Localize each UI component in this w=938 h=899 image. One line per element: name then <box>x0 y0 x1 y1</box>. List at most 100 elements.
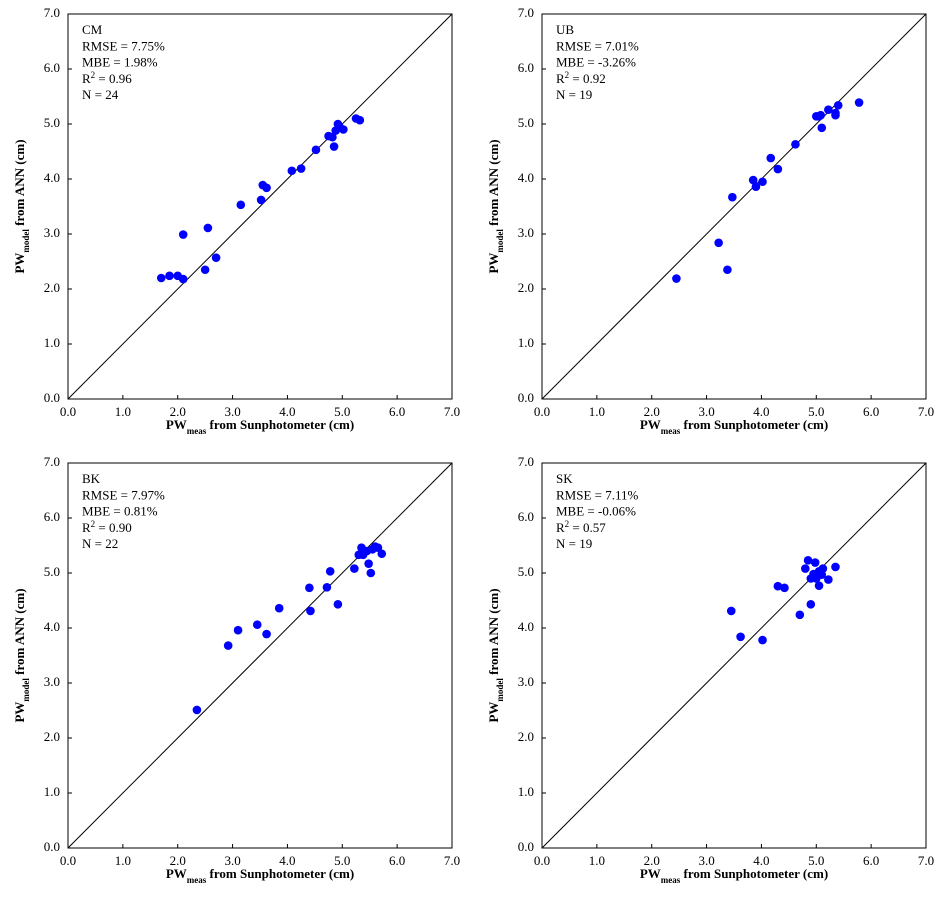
point <box>854 98 864 107</box>
y-axis-label-part: PW <box>486 702 501 723</box>
point <box>306 606 315 616</box>
point <box>672 274 681 283</box>
x-tick-label: 5.0 <box>808 404 824 419</box>
point <box>824 575 833 584</box>
x-axis-label-part: meas <box>187 875 207 885</box>
x-axis-label-part: PW <box>166 417 187 432</box>
y-tick-label: 1.0 <box>518 784 534 799</box>
annotation-part: = 0.90 <box>95 520 132 535</box>
annotation-part: = 0.57 <box>569 520 606 535</box>
annotation: UB <box>556 22 574 37</box>
x-tick-label: 1.0 <box>589 404 605 419</box>
y-tick-label: 0.0 <box>44 839 60 854</box>
x-axis-label-part: from Sunphotometer (cm) <box>680 866 828 881</box>
one-to-one-line <box>541 13 927 400</box>
annotation-part: R <box>556 520 565 535</box>
x-tick-label: 7.0 <box>918 853 934 868</box>
point <box>305 583 314 593</box>
y-tick-label: 2.0 <box>44 280 60 295</box>
y-tick-label: 0.0 <box>518 839 534 854</box>
point <box>178 230 188 239</box>
point <box>824 105 833 114</box>
annotation: RMSE = 7.97% <box>82 487 165 502</box>
y-axis-label-part: PW <box>12 702 27 723</box>
x-tick-label: 2.0 <box>644 404 660 419</box>
y-axis-label-part: from ANN (cm) <box>486 588 501 678</box>
point <box>256 195 266 205</box>
y-axis-label-part: model <box>21 229 31 253</box>
plot-frame <box>541 462 927 849</box>
y-tick-label: 4.0 <box>44 170 60 185</box>
x-tick-label: 3.0 <box>224 404 240 419</box>
x-tick-label: 3.0 <box>224 853 240 868</box>
point <box>178 274 188 284</box>
x-tick-label: 0.0 <box>60 853 76 868</box>
point <box>816 110 825 120</box>
y-axis-label-part: PW <box>12 253 27 274</box>
point <box>377 549 387 559</box>
x-tick-label: 0.0 <box>534 404 550 419</box>
y-tick-label: 7.0 <box>44 454 60 469</box>
point <box>311 145 321 155</box>
y-tick-label: 1.0 <box>518 335 534 350</box>
x-tick-label: 1.0 <box>115 404 131 419</box>
y-tick-label: 2.0 <box>44 729 60 744</box>
annotation: N = 19 <box>556 536 592 551</box>
y-axis-label: PWmodel from ANN (cm) <box>12 588 31 722</box>
y-axis-label-part: model <box>495 229 505 253</box>
x-tick-label: 6.0 <box>389 404 405 419</box>
y-tick-label: 3.0 <box>44 225 60 240</box>
y-tick-label: 5.0 <box>518 564 534 579</box>
point <box>758 635 767 645</box>
y-tick-label: 2.0 <box>518 280 534 295</box>
y-tick-label: 5.0 <box>44 564 60 579</box>
x-tick-label: 3.0 <box>698 404 714 419</box>
one-to-one-line <box>541 462 927 849</box>
plot-frame <box>67 13 453 400</box>
point <box>818 564 828 573</box>
y-tick-label: 7.0 <box>518 5 534 20</box>
x-tick-label: 0.0 <box>534 853 550 868</box>
annotation: RMSE = 7.75% <box>82 38 165 53</box>
point <box>795 610 805 620</box>
annotation-part: R <box>82 71 91 86</box>
annotation: MBE = 1.98% <box>82 55 158 70</box>
x-tick-label: 6.0 <box>389 853 405 868</box>
y-axis-label-part: from ANN (cm) <box>486 139 501 229</box>
one-to-one-line <box>67 462 453 849</box>
x-tick-label: 4.0 <box>753 404 769 419</box>
x-axis-label: PWmeas from Sunphotometer (cm) <box>166 866 354 885</box>
annotation-part: 2 <box>91 519 96 529</box>
point <box>814 581 824 590</box>
y-tick-label: 5.0 <box>44 115 60 130</box>
x-axis-label-part: from Sunphotometer (cm) <box>680 417 828 432</box>
annotation: MBE = 0.81% <box>82 504 158 519</box>
x-axis-label: PWmeas from Sunphotometer (cm) <box>640 866 828 885</box>
point <box>233 625 243 635</box>
x-axis-label-part: PW <box>640 417 661 432</box>
x-axis-label-part: PW <box>640 866 661 881</box>
annotation: MBE = -3.26% <box>556 55 636 70</box>
point <box>156 273 166 283</box>
y-tick-label: 0.0 <box>44 390 60 405</box>
annotation: N = 19 <box>556 87 592 102</box>
x-tick-label: 7.0 <box>444 404 460 419</box>
point <box>723 265 732 275</box>
point <box>322 583 332 592</box>
point <box>780 583 789 593</box>
annotation-part: 2 <box>565 70 570 80</box>
point <box>211 253 221 262</box>
point <box>329 142 339 151</box>
point <box>335 122 344 132</box>
y-tick-label: 6.0 <box>44 60 60 75</box>
point <box>714 238 723 248</box>
annotation: SK <box>556 471 573 486</box>
point <box>831 562 840 572</box>
x-axis-label-part: PW <box>166 866 187 881</box>
y-tick-label: 4.0 <box>44 619 60 634</box>
plot-frame <box>67 462 453 849</box>
annotation: RMSE = 7.01% <box>556 38 639 53</box>
